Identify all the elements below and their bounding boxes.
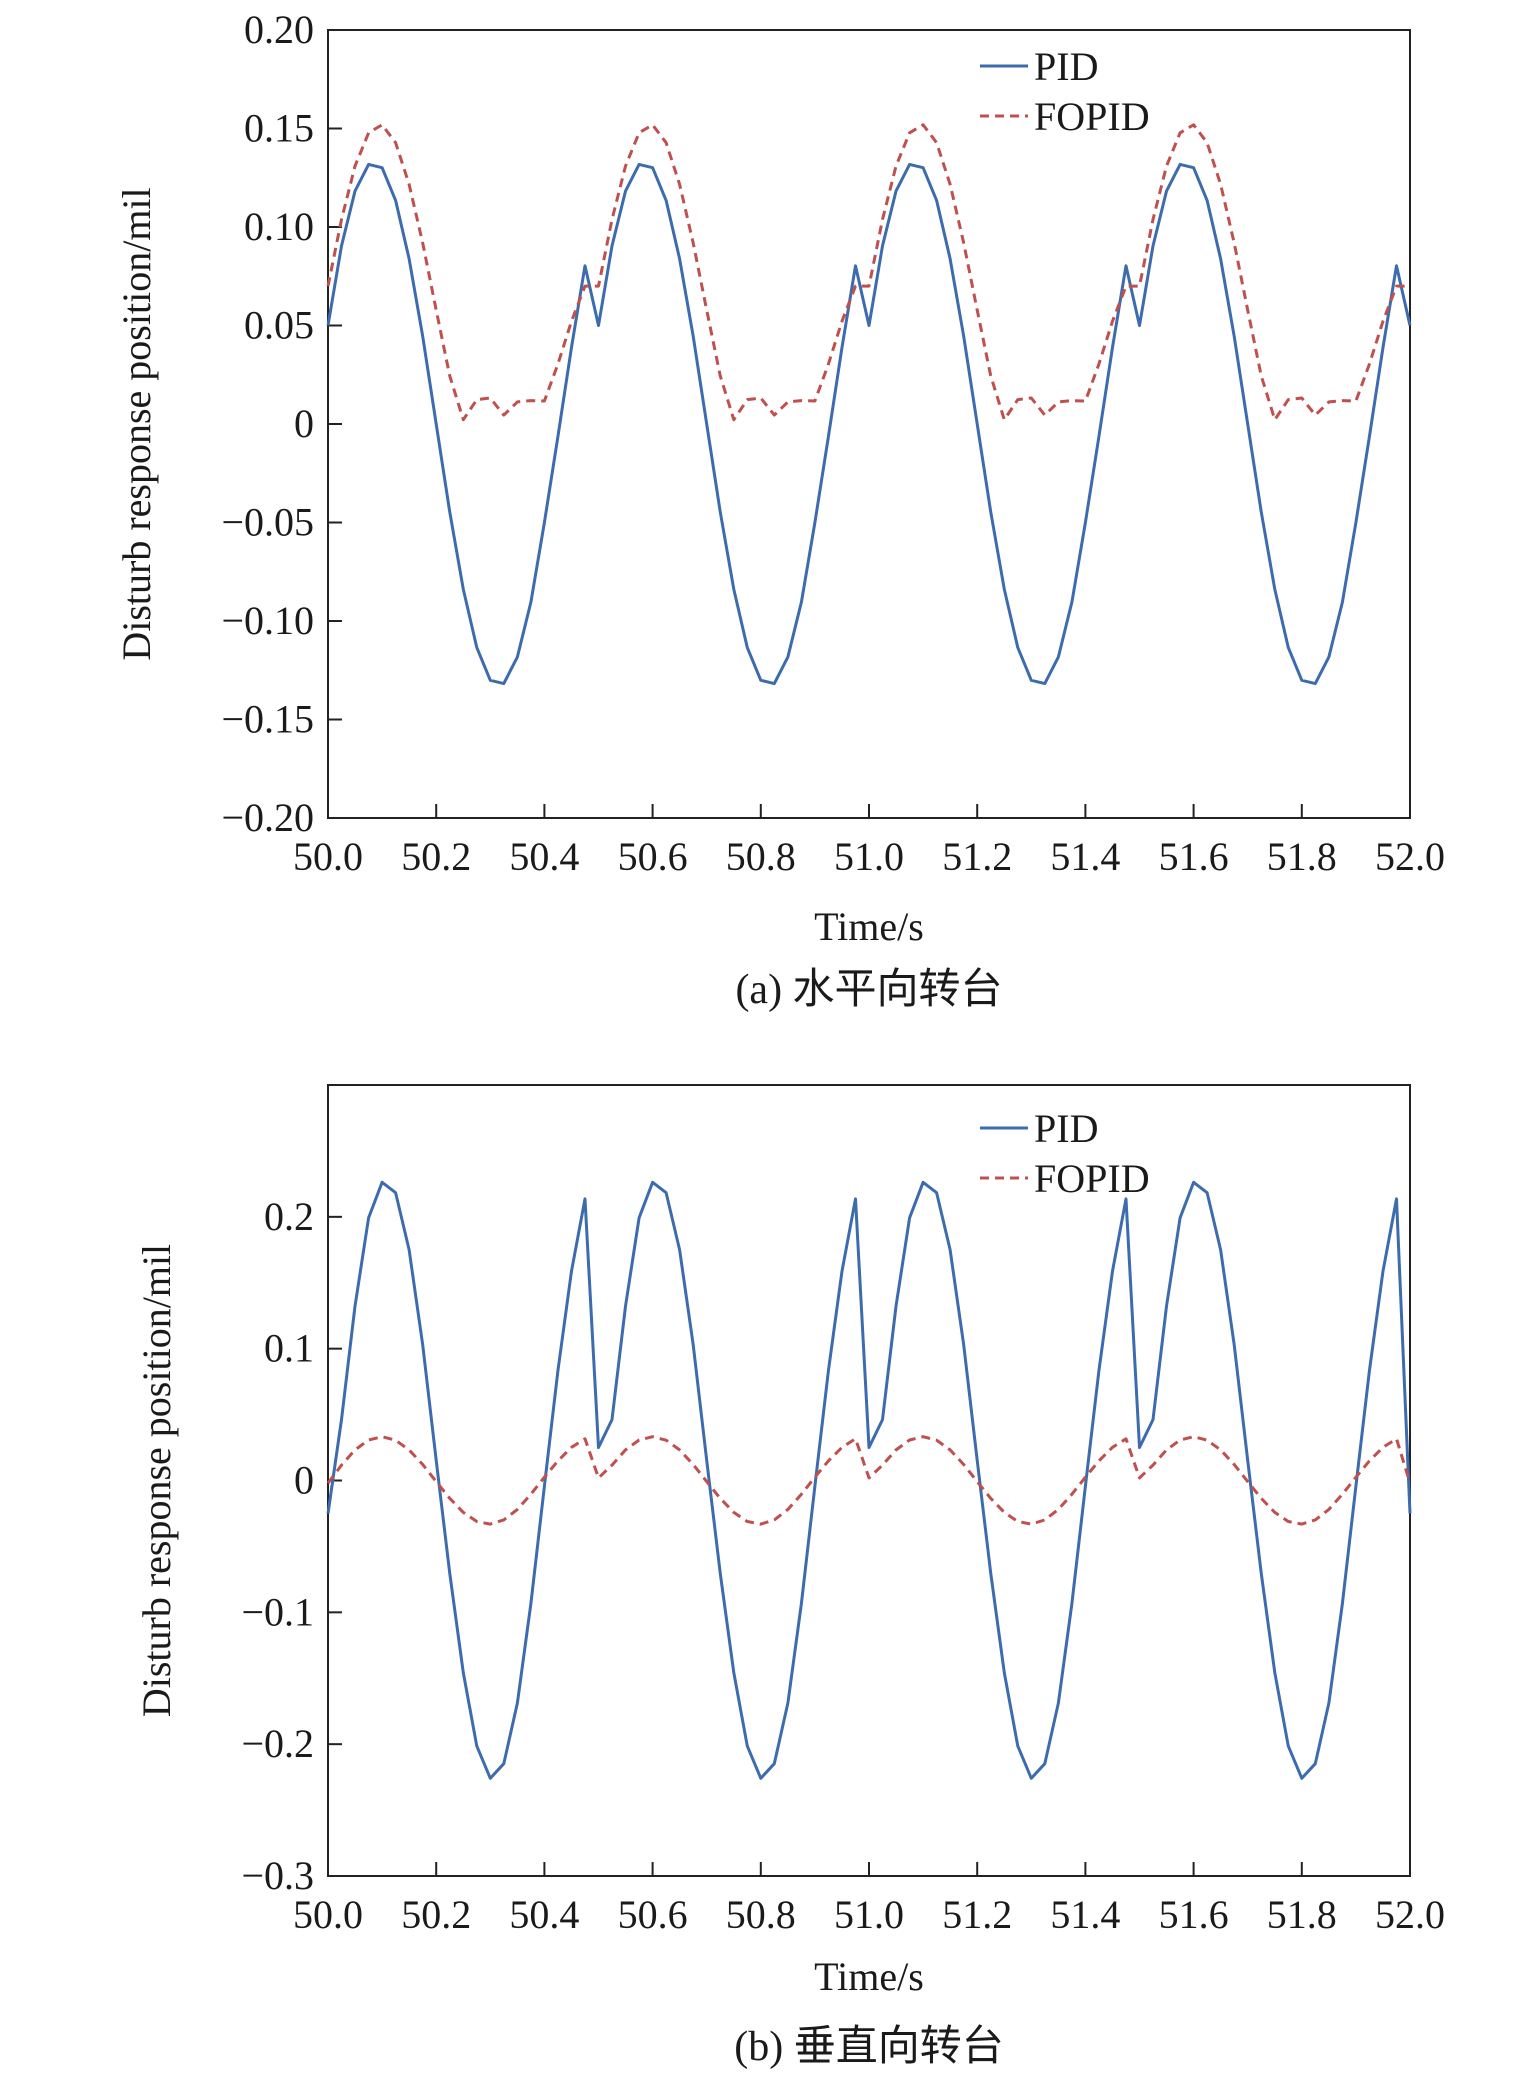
y-tick-label: −0.1 <box>241 1589 314 1634</box>
y-axis-label: Disturb response position/mil <box>114 187 159 660</box>
y-tick-label: −0.2 <box>241 1721 314 1766</box>
y-tick-label: 0.10 <box>244 204 314 249</box>
x-tick-label: 51.6 <box>1159 834 1229 879</box>
x-tick-label: 51.4 <box>1050 834 1120 879</box>
x-tick-label: 51.2 <box>942 1892 1012 1937</box>
y-tick-label: 0 <box>294 1458 314 1503</box>
y-tick-label: 0.2 <box>264 1194 314 1239</box>
y-tick-label: 0 <box>294 401 314 446</box>
x-tick-label: 51.8 <box>1267 1892 1337 1937</box>
x-axis-label: Time/s <box>814 1954 924 1999</box>
y-tick-label: −0.15 <box>221 697 314 742</box>
x-tick-label: 50.6 <box>618 834 688 879</box>
x-tick-label: 50.8 <box>726 1892 796 1937</box>
x-tick-label: 50.4 <box>509 834 579 879</box>
y-tick-label: −0.10 <box>221 598 314 643</box>
x-axis-label: Time/s <box>814 904 924 949</box>
x-tick-label: 50.4 <box>509 1892 579 1937</box>
x-tick-label: 52.0 <box>1375 1892 1445 1937</box>
legend-label-pid: PID <box>1034 44 1098 89</box>
x-tick-label: 51.4 <box>1050 1892 1120 1937</box>
y-tick-label: −0.05 <box>221 500 314 545</box>
y-tick-label: −0.3 <box>241 1853 314 1898</box>
y-tick-label: 0.15 <box>244 106 314 151</box>
x-tick-label: 50.6 <box>618 1892 688 1937</box>
y-tick-label: −0.20 <box>221 795 314 840</box>
x-tick-label: 50.2 <box>401 1892 471 1937</box>
x-tick-label: 51.0 <box>834 834 904 879</box>
x-tick-label: 51.8 <box>1267 834 1337 879</box>
x-tick-label: 51.0 <box>834 1892 904 1937</box>
legend-label-fopid: FOPID <box>1034 94 1150 139</box>
legend-label-fopid: FOPID <box>1034 1156 1150 1201</box>
y-tick-label: 0.05 <box>244 303 314 348</box>
series-line-pid <box>326 162 1412 686</box>
y-tick-label: 0.1 <box>264 1326 314 1371</box>
chart-vertical-turntable: 50.0 50.2 50.4 50.6 50.8 51.0 51.2 51.4 51.6 51.8… <box>134 1084 1445 2070</box>
series-line-fopid <box>326 1435 1412 1526</box>
figure-caption: (b) 垂直向转台 <box>734 2024 1003 2070</box>
x-tick-label: 50.2 <box>401 834 471 879</box>
x-tick-label: 50.0 <box>293 1892 363 1937</box>
x-tick-label: 52.0 <box>1375 834 1445 879</box>
series-line-pid <box>326 1180 1412 1780</box>
figure-caption: (a) 水平向转台 <box>735 967 1002 1013</box>
x-tick-label: 50.8 <box>726 834 796 879</box>
y-axis-label: Disturb response position/mil <box>134 1244 179 1717</box>
legend-label-pid: PID <box>1034 1106 1098 1151</box>
chart-horizontal-turntable: 50.0 50.2 50.4 50.6 50.8 51.0 51.2 51.4 51.6 51.8… <box>114 7 1445 1013</box>
series-line-fopid <box>326 123 1410 422</box>
x-tick-label: 51.2 <box>942 834 1012 879</box>
x-tick-label: 50.0 <box>293 834 363 879</box>
y-tick-label: 0.20 <box>244 7 314 52</box>
x-tick-label: 51.6 <box>1159 1892 1229 1937</box>
